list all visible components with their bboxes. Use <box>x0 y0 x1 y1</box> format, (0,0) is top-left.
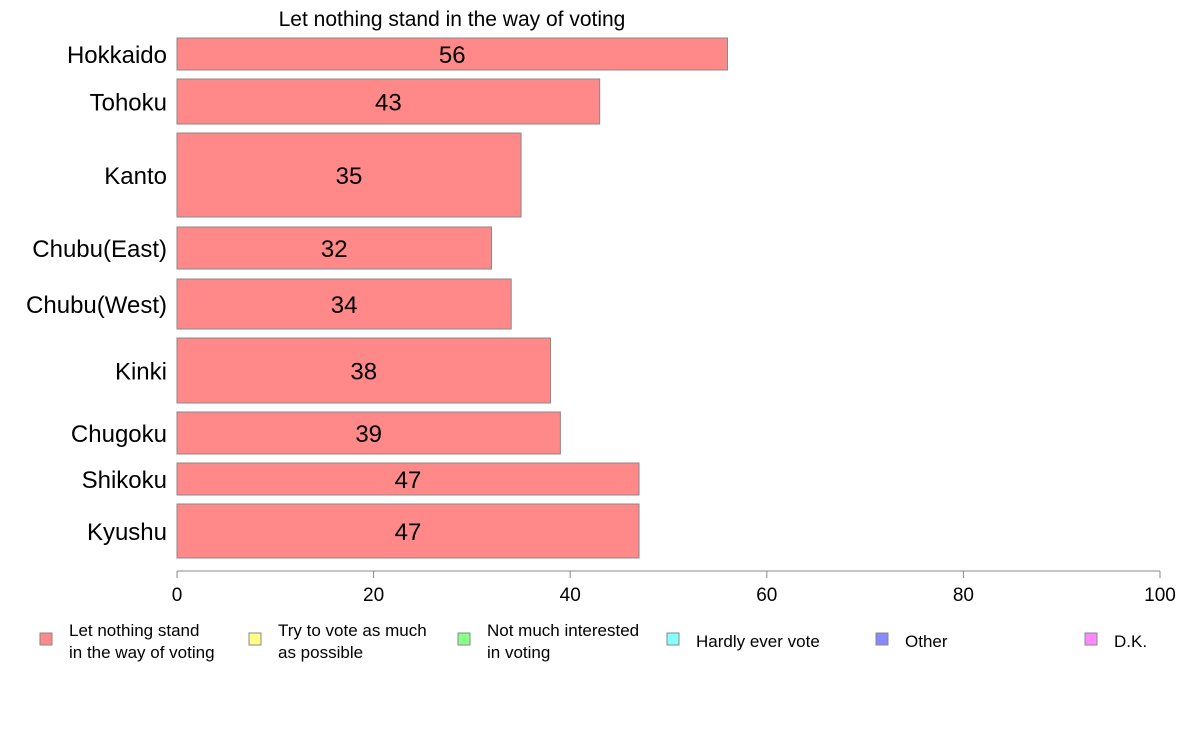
category-label-kinki: Kinki <box>115 359 167 386</box>
category-label-kanto: Kanto <box>104 163 167 190</box>
legend-swatch <box>666 632 680 646</box>
legend-swatch <box>875 632 889 646</box>
category-label-chugoku: Chugoku <box>71 421 167 448</box>
x-tick-label: 100 <box>1144 585 1176 606</box>
bar-chugoku <box>176 411 561 455</box>
x-tick-label: 80 <box>953 585 974 606</box>
legend-label: D.K. <box>1114 632 1147 651</box>
category-label-chubu-west: Chubu(West) <box>26 292 167 319</box>
category-label-hokkaido: Hokkaido <box>67 42 167 69</box>
legend-swatch <box>39 632 53 646</box>
legend-label: Let nothing stand <box>69 621 199 640</box>
legend-label: Other <box>905 632 948 651</box>
bars-group: Hokkaido 56 Tohoku 43 Kanto 35 Chubu(East) 32 Ch… <box>26 37 728 559</box>
category-label-chubu-east: Chubu(East) <box>32 236 167 263</box>
value-label-chugoku: 39 <box>355 421 382 448</box>
x-tick-label: 60 <box>756 585 777 606</box>
bar-kinki <box>176 337 552 404</box>
legend-label: in the way of voting <box>69 643 215 662</box>
category-label-tohoku: Tohoku <box>90 90 167 117</box>
value-label-tohoku: 43 <box>375 90 402 117</box>
value-label-kyushu: 47 <box>395 519 422 546</box>
value-label-kinki: 38 <box>350 359 377 386</box>
category-label-shikoku: Shikoku <box>82 467 167 494</box>
value-label-chubu-east: 32 <box>321 236 348 263</box>
value-label-kanto: 35 <box>336 163 363 190</box>
legend-swatch <box>1084 632 1098 646</box>
bar-hokkaido <box>176 37 728 71</box>
x-axis: 0 20 40 60 80 100 <box>172 570 1176 606</box>
bar-shikoku <box>176 462 640 496</box>
legend-swatch <box>248 632 262 646</box>
legend-swatch <box>457 632 471 646</box>
legend: Let nothing stand in the way of voting Try… <box>39 621 1147 662</box>
legend-label: Not much interested <box>487 621 639 640</box>
chart-title: Let nothing stand in the way of voting <box>279 8 626 31</box>
category-label-kyushu: Kyushu <box>87 519 167 546</box>
bar-kyushu <box>176 503 640 559</box>
value-label-hokkaido: 56 <box>439 42 466 69</box>
value-label-chubu-west: 34 <box>331 292 358 319</box>
x-tick-label: 40 <box>560 585 581 606</box>
bar-kanto <box>176 132 522 218</box>
bar-chubu-east <box>176 226 493 270</box>
value-label-shikoku: 47 <box>395 467 422 494</box>
x-tick-label: 20 <box>363 585 384 606</box>
x-tick-label: 0 <box>172 585 183 606</box>
legend-label: Try to vote as much <box>278 621 427 640</box>
bar-chubu-west <box>176 278 512 330</box>
legend-label: in voting <box>487 643 550 662</box>
bar-tohoku <box>176 78 601 125</box>
legend-label: Hardly ever vote <box>696 632 820 651</box>
legend-label: as possible <box>278 643 363 662</box>
